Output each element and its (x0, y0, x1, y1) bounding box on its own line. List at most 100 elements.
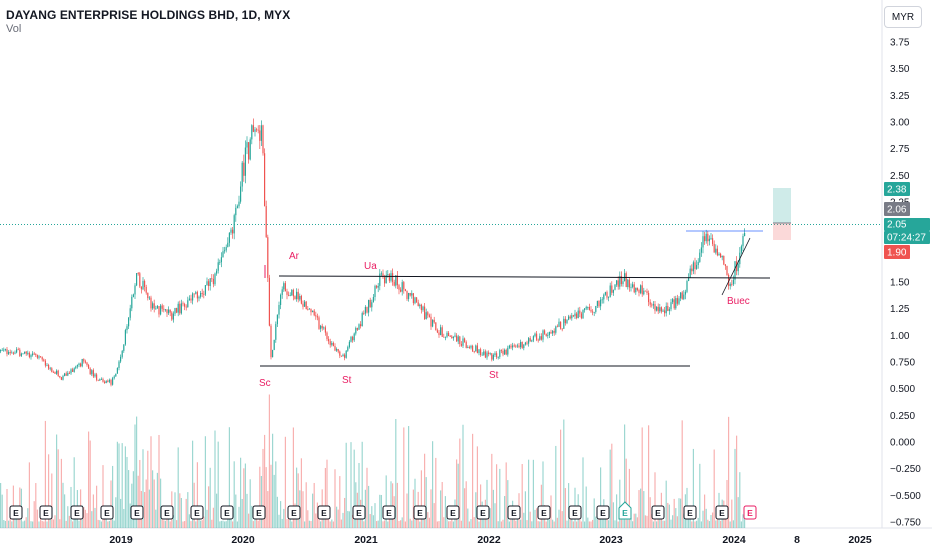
earnings-marker[interactable]: E (596, 505, 610, 520)
earnings-marker-box[interactable] (651, 505, 665, 520)
earnings-marker[interactable]: E (9, 505, 23, 520)
earnings-marker[interactable]: E (537, 505, 551, 520)
earnings-marker[interactable]: E (70, 505, 84, 520)
candle-body (270, 325, 272, 358)
volume-bar (460, 520, 462, 528)
stop-zone[interactable] (773, 223, 791, 240)
candle-body (388, 274, 390, 281)
earnings-marker-box[interactable] (352, 505, 366, 520)
candle-body (323, 327, 325, 329)
earnings-marker-box[interactable] (317, 505, 331, 520)
volume-bar (427, 512, 429, 528)
earnings-marker[interactable]: E (446, 505, 460, 520)
earnings-marker-box[interactable] (743, 505, 757, 520)
earnings-marker-box[interactable] (220, 505, 234, 520)
candle-body (646, 291, 648, 293)
volume-bar (409, 518, 411, 528)
earnings-marker-box[interactable] (252, 505, 266, 520)
earnings-marker-box[interactable] (596, 505, 610, 520)
candle-body (153, 303, 155, 309)
candle-body (91, 370, 93, 375)
earnings-marker-box[interactable] (683, 505, 697, 520)
earnings-marker[interactable]: E (160, 505, 174, 520)
volume-bar (249, 479, 251, 528)
candle-body (252, 125, 254, 132)
earnings-marker[interactable]: E (683, 505, 697, 520)
earnings-marker[interactable]: E (382, 505, 396, 520)
earnings-marker-box[interactable] (39, 505, 53, 520)
time-axis[interactable]: 2019 2020 2021 2022 2023 2024 8 2025 (109, 534, 872, 546)
candle-body (219, 262, 221, 263)
candle-body (555, 326, 557, 333)
earnings-marker-box[interactable] (715, 505, 729, 520)
earnings-marker-box[interactable] (382, 505, 396, 520)
candle-body (512, 345, 514, 348)
volume-bar (204, 436, 206, 528)
volume-bar (390, 481, 392, 528)
earnings-marker-box[interactable] (568, 505, 582, 520)
earnings-marker-box[interactable] (287, 505, 301, 520)
candle-body (643, 290, 645, 295)
symbol-title[interactable]: DAYANG ENTERPRISE HOLDINGS BHD, 1D, MYX (6, 8, 291, 22)
earnings-marker-box[interactable] (160, 505, 174, 520)
candle-body (627, 279, 629, 288)
candle-body (355, 328, 357, 334)
target-zone[interactable] (773, 188, 791, 223)
candle-body (582, 310, 584, 319)
volume-bar (398, 521, 400, 528)
volume-bar (142, 449, 144, 528)
currency-button[interactable]: MYR (884, 6, 922, 28)
earnings-marker[interactable]: E (287, 505, 301, 520)
earnings-marker-box[interactable] (130, 505, 144, 520)
volume-bar (172, 515, 174, 528)
earnings-marker[interactable]: E (618, 501, 632, 520)
earnings-marker[interactable]: E (39, 505, 53, 520)
volume-bar (54, 515, 56, 528)
earnings-marker[interactable]: E (130, 505, 144, 520)
earnings-marker[interactable]: E (476, 505, 490, 520)
earnings-marker-box[interactable] (476, 505, 490, 520)
earnings-marker[interactable]: E (220, 505, 234, 520)
price-tag-text: 2.06 (887, 205, 907, 216)
volume-label[interactable]: Vol (6, 23, 22, 35)
earnings-marker[interactable]: E (352, 505, 366, 520)
volume-bar (622, 514, 624, 528)
earnings-marker[interactable]: E (743, 505, 757, 520)
volume-bar (177, 447, 179, 528)
candle-body (345, 350, 347, 358)
earnings-marker[interactable]: E (100, 505, 114, 520)
volume-bar (286, 519, 288, 528)
earnings-marker-box[interactable] (100, 505, 114, 520)
earnings-marker-box[interactable] (190, 505, 204, 520)
earnings-marker[interactable]: E (190, 505, 204, 520)
candle-body (720, 253, 722, 258)
volume-bar (280, 501, 282, 528)
earnings-marker-box[interactable] (537, 505, 551, 520)
earnings-marker[interactable]: E (507, 505, 521, 520)
candle-body (396, 275, 398, 286)
candle-body (520, 341, 522, 348)
candle-body (358, 324, 360, 330)
earnings-marker-box[interactable] (507, 505, 521, 520)
volume-bar (324, 467, 326, 528)
volume-bar (164, 520, 166, 528)
earnings-marker[interactable]: E (715, 505, 729, 520)
earnings-marker-box[interactable] (70, 505, 84, 520)
earnings-marker-box[interactable] (446, 505, 460, 520)
earnings-marker[interactable]: E (252, 505, 266, 520)
candle-body (488, 352, 490, 355)
volume-bar (726, 480, 728, 528)
candle-body (612, 289, 614, 293)
earnings-marker[interactable]: E (568, 505, 582, 520)
candle-body (502, 350, 504, 355)
earnings-marker[interactable]: E (651, 505, 665, 520)
price-axis[interactable]: 3.753.503.253.002.752.502.252.001.751.50… (890, 38, 921, 529)
earnings-marker-box[interactable] (618, 501, 632, 520)
earnings-marker-box[interactable] (413, 505, 427, 520)
earnings-marker[interactable]: E (317, 505, 331, 520)
earnings-marker[interactable]: E (413, 505, 427, 520)
earnings-marker-box[interactable] (9, 505, 23, 520)
candle-body (342, 354, 344, 357)
